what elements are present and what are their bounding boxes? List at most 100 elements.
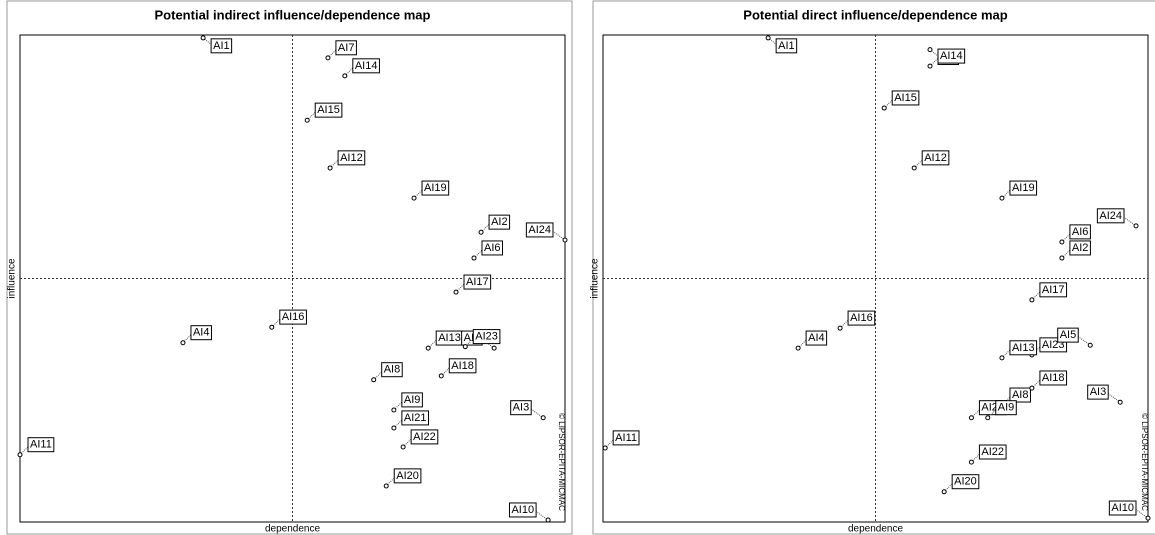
point-label: AI15 [317, 104, 340, 116]
point-label: AI12 [340, 152, 363, 164]
point-label: AI18 [1042, 372, 1065, 384]
label-box [463, 274, 492, 290]
point [881, 105, 887, 111]
point [383, 483, 389, 489]
point-label: AI16 [282, 311, 305, 323]
label-box [27, 437, 55, 453]
point-label: AI20 [396, 470, 419, 482]
point [304, 117, 310, 123]
point-label: AI10 [1111, 502, 1134, 514]
chart: Potential direct influence/dependence ma… [590, 0, 1155, 535]
label-box [1069, 224, 1091, 240]
label-box [472, 329, 501, 345]
point [927, 47, 933, 53]
label-box [1039, 370, 1068, 386]
label-box [510, 400, 532, 416]
point [200, 35, 206, 41]
chart: Potential indirect influence/dependence … [6, 0, 573, 535]
point-label: AI23 [475, 331, 498, 343]
label-box [921, 150, 950, 166]
point [968, 415, 974, 421]
point [391, 425, 397, 431]
label-box [410, 429, 439, 445]
point-label: AI4 [808, 332, 825, 344]
point [471, 255, 477, 261]
point-label: AI13 [1012, 342, 1035, 354]
point [491, 345, 497, 351]
point [1087, 342, 1093, 348]
point [438, 373, 444, 379]
point [540, 415, 546, 421]
chart-title: Potential direct influence/dependence ma… [743, 7, 1007, 22]
label-box [352, 58, 380, 74]
point-label: AI1 [778, 40, 795, 52]
point-label: AI9 [404, 394, 421, 406]
label-box [421, 180, 450, 196]
label-box [401, 392, 423, 408]
point [180, 340, 186, 346]
point [911, 165, 917, 171]
point [927, 63, 933, 69]
y-axis-label: influence [7, 258, 18, 298]
label-box [1039, 282, 1068, 298]
point-label: AI16 [850, 312, 873, 324]
point [425, 345, 431, 351]
point-label: AI14 [355, 60, 378, 72]
panel [592, 0, 1155, 535]
label-box [481, 240, 504, 256]
point [985, 415, 991, 421]
point-label: AI6 [484, 242, 501, 254]
point-label: AI1 [213, 40, 230, 52]
point-label: AI4 [193, 327, 210, 339]
point-label: AI20 [954, 476, 977, 488]
label-box [488, 214, 511, 230]
label-box [448, 358, 477, 374]
point-label: AI17 [1042, 284, 1065, 296]
point-label: AI6 [1072, 226, 1089, 238]
label-box [847, 310, 876, 326]
point [1133, 223, 1139, 229]
annotation: © LIPSOR-EPITA-MICMAC [1140, 413, 1149, 511]
panel [6, 0, 573, 535]
point-label: AI22 [981, 446, 1004, 458]
label-box [508, 502, 537, 518]
point [327, 165, 333, 171]
point [1029, 385, 1035, 391]
label-box [210, 38, 233, 54]
point-label: AI12 [924, 152, 947, 164]
label-box [1069, 240, 1091, 256]
point [1117, 399, 1123, 405]
label-box [951, 474, 980, 490]
label-box [279, 309, 307, 325]
point-label: AI24 [1099, 210, 1122, 222]
label-box [612, 430, 640, 446]
point [1059, 239, 1065, 245]
point [602, 445, 608, 451]
point [795, 345, 801, 351]
point [1059, 255, 1065, 261]
point-label: AI22 [413, 431, 436, 443]
label-box [995, 400, 1017, 416]
point-label: AI17 [466, 276, 489, 288]
point-label: AI14 [940, 50, 963, 62]
label-box [337, 150, 366, 166]
point-label: AI3 [513, 402, 530, 414]
point [411, 195, 417, 201]
point-label: AI15 [894, 92, 917, 104]
label-box [393, 468, 422, 484]
point-label: AI7 [338, 42, 355, 54]
point [462, 344, 468, 350]
point [999, 195, 1005, 201]
label-box [1108, 500, 1137, 516]
point [478, 229, 484, 235]
point-label: AI8 [1012, 389, 1029, 401]
x-axis-label: dependence [265, 524, 320, 535]
point [371, 377, 377, 383]
label-box [314, 102, 343, 118]
point [999, 355, 1005, 361]
point-label: AI11 [615, 432, 637, 444]
point [1029, 297, 1035, 303]
label-box [381, 362, 403, 378]
point [545, 517, 551, 523]
